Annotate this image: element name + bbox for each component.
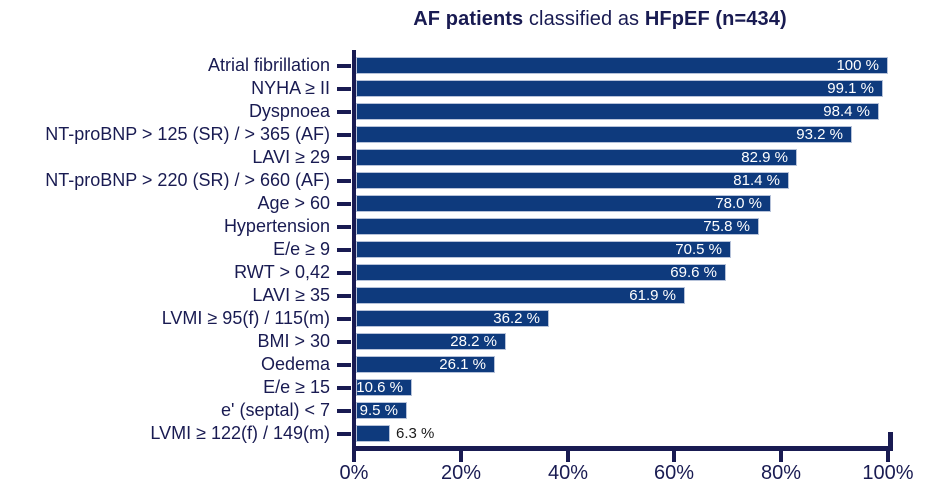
- y-axis-tick: [337, 133, 351, 137]
- x-axis-tick: [779, 451, 783, 462]
- y-axis-tick: [337, 340, 351, 344]
- x-tick-label: 60%: [653, 462, 695, 484]
- category-label: LVMI ≥ 95(f) / 115(m): [161, 308, 330, 328]
- category-label: Hypertension: [223, 216, 330, 236]
- y-axis-tick: [337, 87, 351, 91]
- bar: 81.4 %: [356, 172, 789, 189]
- x-tick-label: 80%: [760, 462, 802, 484]
- y-axis-tick: [337, 409, 351, 413]
- y-axis-line: [352, 50, 356, 450]
- bar-value-label: 69.6 %: [670, 264, 717, 281]
- bar: 28.2 %: [356, 333, 506, 350]
- bar-value-label: 28.2 %: [450, 333, 497, 350]
- bar: 82.9 %: [356, 149, 797, 166]
- y-axis-tick: [337, 363, 351, 367]
- category-label: E/e ≥ 9: [273, 239, 330, 259]
- y-axis-tick: [337, 225, 351, 229]
- category-label: E/e ≥ 15: [263, 377, 330, 397]
- bar-value-label: 99.1 %: [827, 80, 874, 97]
- category-label: NYHA ≥ II: [251, 78, 330, 98]
- y-axis-tick: [337, 110, 351, 114]
- bar-value-label: 75.8 %: [703, 218, 750, 235]
- y-axis-tick: [337, 248, 351, 252]
- x-tick-label: 20%: [440, 462, 482, 484]
- bar-value-label: 98.4 %: [823, 103, 870, 120]
- bar: 100 %: [356, 57, 888, 74]
- bar: [356, 425, 390, 442]
- y-axis-tick: [337, 432, 351, 436]
- bar-value-label: 82.9 %: [741, 149, 788, 166]
- bar: 75.8 %: [356, 218, 759, 235]
- bar: 93.2 %: [356, 126, 852, 143]
- bar-value-label: 26.1 %: [439, 356, 486, 373]
- bar-value-label: 6.3 %: [396, 425, 435, 442]
- bar: 69.6 %: [356, 264, 726, 281]
- bar: 98.4 %: [356, 103, 879, 120]
- category-label: Atrial fibrillation: [207, 55, 330, 75]
- bar-value-label: 93.2 %: [796, 126, 843, 143]
- x-tick-label: 100%: [862, 462, 914, 484]
- bar-value-label: 36.2 %: [493, 310, 540, 327]
- chart-title-bold-left: AF patients: [413, 8, 524, 30]
- chart-title-bold-right: HFpEF (n=434): [644, 8, 787, 30]
- chart-title-middle: classified as: [523, 8, 645, 30]
- bar-value-label: 10.6 %: [356, 379, 403, 396]
- category-label: Age > 60: [257, 193, 330, 213]
- category-label: NT-proBNP > 125 (SR) / > 365 (AF): [45, 124, 330, 144]
- y-axis-tick: [337, 64, 351, 68]
- bar: 61.9 %: [356, 287, 685, 304]
- category-label: RWT > 0,42: [234, 262, 330, 282]
- bar-value-label: 100 %: [836, 57, 879, 74]
- category-label: BMI > 30: [257, 331, 330, 351]
- bar: 26.1 %: [356, 356, 495, 373]
- bar: 36.2 %: [356, 310, 549, 327]
- y-axis-tick: [337, 179, 351, 183]
- bar-value-label: 61.9 %: [629, 287, 676, 304]
- bar: 10.6 %: [356, 379, 412, 396]
- category-label: Dyspnoea: [248, 101, 330, 121]
- bar: 99.1 %: [356, 80, 883, 97]
- bar-value-label: 70.5 %: [675, 241, 722, 258]
- y-axis-tick: [337, 294, 351, 298]
- category-label: e' (septal) < 7: [221, 400, 330, 420]
- x-axis-tick: [566, 451, 570, 462]
- y-axis-tick: [337, 271, 351, 275]
- y-axis-tick: [337, 156, 351, 160]
- x-tick-label: 40%: [547, 462, 589, 484]
- bar-value-label: 81.4 %: [733, 172, 780, 189]
- y-axis-tick: [337, 317, 351, 321]
- bar: 78.0 %: [356, 195, 771, 212]
- x-axis-tick: [886, 451, 890, 462]
- x-axis-tick: [459, 451, 463, 462]
- y-axis-tick: [337, 386, 351, 390]
- category-label: LAVI ≥ 35: [252, 285, 330, 305]
- x-axis-tick: [352, 451, 356, 462]
- category-label: Oedema: [260, 354, 330, 374]
- bar: 9.5 %: [356, 402, 407, 419]
- category-label: LVMI ≥ 122(f) / 149(m): [150, 423, 330, 443]
- x-axis-tick: [672, 451, 676, 462]
- x-tick-label: 0%: [339, 462, 369, 484]
- bar-value-label: 78.0 %: [715, 195, 762, 212]
- chart-title: AF patients classified as HFpEF (n=434): [250, 8, 944, 31]
- category-label: NT-proBNP > 220 (SR) / > 660 (AF): [45, 170, 330, 190]
- x-axis-end-cap: [888, 432, 893, 448]
- bar: 70.5 %: [356, 241, 731, 258]
- x-axis-line: [352, 446, 893, 451]
- y-axis-tick: [337, 202, 351, 206]
- category-label: LAVI ≥ 29: [252, 147, 330, 167]
- bar-value-label: 9.5 %: [359, 402, 398, 419]
